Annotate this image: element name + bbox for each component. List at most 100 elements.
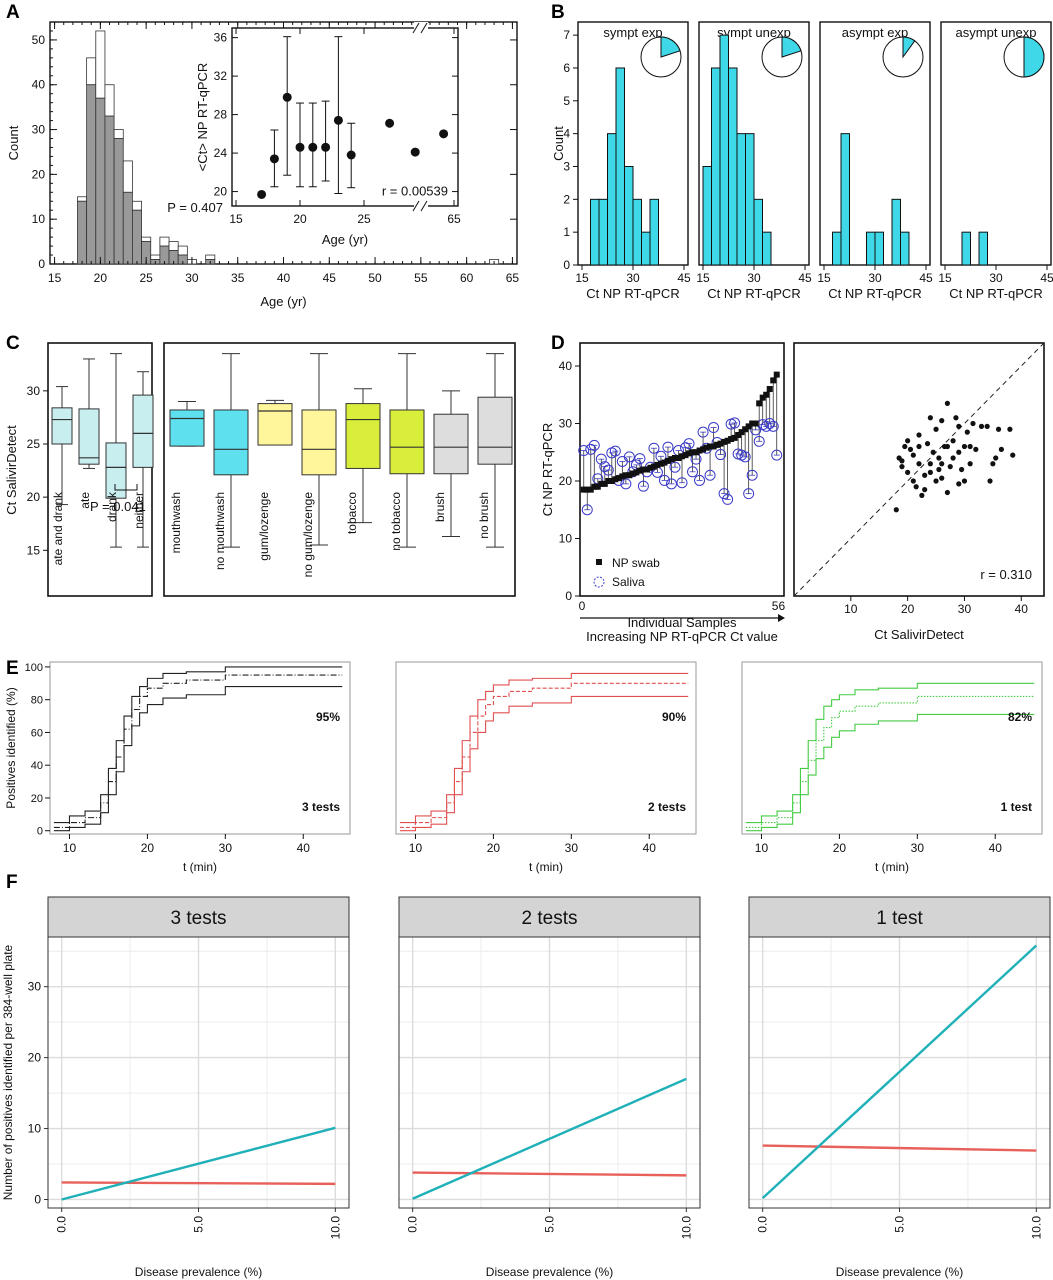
data-point: [927, 461, 933, 467]
inset-frame: [231, 27, 459, 207]
x-axis-label: Ct NP RT-qPCR: [586, 286, 679, 301]
x-axis-label: Individual Samples: [627, 615, 737, 630]
hist-bar-open: [159, 236, 170, 247]
data-point: [956, 423, 962, 429]
data-point: [907, 446, 914, 452]
x-tick-label: 10: [755, 841, 769, 855]
x-axis-label: Ct SalivirDetect: [874, 627, 964, 642]
np-swab-point: [689, 449, 696, 456]
data-point: [953, 415, 959, 421]
data-point: [913, 484, 919, 490]
y-tick-label: 1: [563, 225, 570, 239]
box: [132, 394, 154, 468]
x-axis-label: Ct NP RT-qPCR: [828, 286, 921, 301]
y-tick-label: 60: [31, 727, 43, 739]
x-axis-label: t (min): [529, 860, 563, 874]
data-point: [910, 452, 916, 458]
saliva-point: [764, 418, 776, 429]
data-point: [936, 466, 942, 473]
series-line-red: [61, 1181, 336, 1186]
x-tick-label: 55: [414, 271, 428, 285]
x-tick-label: 10.0: [328, 1216, 342, 1240]
x-tick-label: 20: [293, 212, 307, 226]
x-tick-label: 30: [565, 841, 579, 855]
data-point: [1007, 426, 1013, 432]
x-tick-label: 0: [579, 599, 586, 613]
hist-bar: [832, 231, 842, 266]
np-swab-point: [728, 436, 735, 443]
legend-saliva-marker: [593, 576, 605, 588]
np-swab-point: [650, 463, 657, 470]
np-swab-point: [615, 475, 622, 482]
x-tick-label: 45: [677, 271, 691, 285]
data-point: [950, 438, 956, 444]
data-point: [257, 189, 267, 199]
hist-bar-filled: [113, 138, 124, 265]
data-point: [984, 423, 990, 429]
hist-bar-open: [86, 57, 97, 86]
data-point: [939, 461, 945, 467]
facet-title: 2 tests: [648, 800, 686, 814]
x-tick-label: 5.0: [192, 1216, 206, 1233]
box: [433, 413, 469, 475]
facet-title: 2 tests: [522, 908, 578, 929]
box: [477, 396, 513, 465]
group-label: brush: [433, 492, 447, 522]
facet-title: sympt unexp: [717, 25, 791, 40]
y-tick-label: 10: [559, 532, 573, 546]
x-tick-label: 20: [487, 841, 501, 855]
axis-break: [420, 22, 428, 34]
hist-bar-open: [141, 236, 152, 242]
np-swab-point: [738, 429, 745, 436]
plot-frame-right: [793, 342, 1045, 597]
x-tick-label: 15: [575, 271, 589, 285]
box: [389, 409, 425, 475]
panel-d: 0 10 20 30 40 0 56 Individual SamplesIncreasing…: [540, 342, 1045, 644]
y-tick-label: 40: [559, 359, 573, 373]
inset-y-axis-label: <Ct> NP RT-qPCR: [195, 63, 210, 172]
x-tick-label: 15: [938, 271, 952, 285]
x-tick-label: 10: [63, 841, 77, 855]
np-swab-point: [633, 469, 640, 476]
np-swab-point: [752, 420, 759, 427]
saliva-point: [595, 453, 607, 465]
hist-bar: [840, 133, 850, 266]
curve-lower: [745, 713, 1035, 832]
facet-frame: [395, 661, 697, 835]
hist-bar-open: [132, 200, 142, 211]
saliva-point: [746, 469, 758, 481]
saliva-point: [665, 478, 677, 490]
np-swab-point: [640, 466, 647, 473]
hist-bar: [900, 231, 910, 266]
y-tick-label: 4: [563, 127, 570, 141]
x-tick-label: 30: [911, 841, 925, 855]
series-line-teal: [412, 1077, 687, 1200]
x-tick-label: 30: [747, 271, 761, 285]
p-value-annotation: P = 0.041: [90, 499, 146, 514]
data-point: [944, 400, 951, 406]
x-tick-label: 45: [323, 271, 337, 285]
data-point: [933, 426, 939, 432]
hist-bar: [719, 34, 729, 266]
np-swab-point: [714, 441, 721, 448]
np-swab-point: [759, 394, 766, 401]
y-tick-label: 7: [563, 28, 570, 42]
saliva-point: [687, 466, 699, 478]
saliva-point: [767, 420, 779, 432]
data-point: [410, 147, 420, 157]
data-point: [922, 487, 928, 493]
curve-mid: [399, 682, 689, 828]
saliva-point: [602, 464, 614, 476]
data-point: [961, 443, 968, 450]
curve-upper: [53, 666, 343, 824]
np-swab-point: [679, 453, 685, 460]
hist-bar: [702, 165, 712, 266]
data-point: [927, 469, 933, 475]
data-point: [990, 461, 996, 467]
data-point: [905, 438, 911, 444]
data-point: [899, 464, 905, 470]
np-swab-point: [664, 457, 671, 464]
hist-bar: [624, 165, 634, 266]
data-point: [919, 492, 925, 498]
hist-bar-open: [104, 84, 115, 117]
